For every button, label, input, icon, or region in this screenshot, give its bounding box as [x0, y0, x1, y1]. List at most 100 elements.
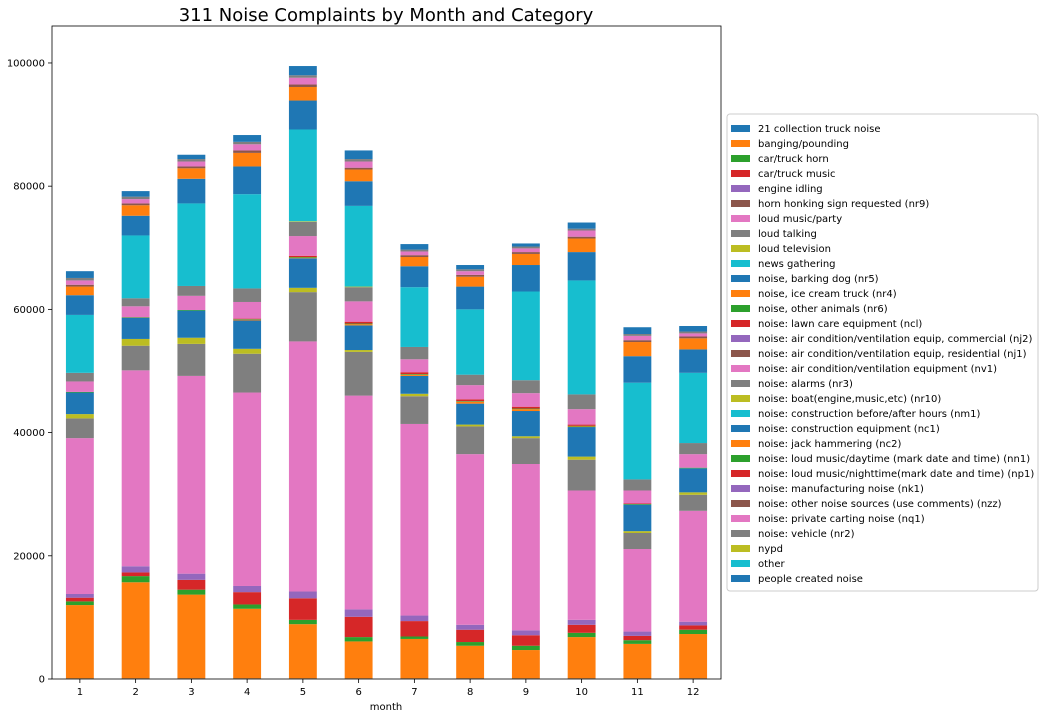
legend-swatch: [731, 425, 750, 432]
legend-label: noise: boat(engine,music,etc) (nr10): [758, 394, 941, 405]
bar-segment: [511, 248, 540, 253]
bar-segment: [511, 406, 540, 409]
bar-segment: [511, 393, 540, 407]
bar-segment: [65, 597, 94, 602]
bar-segment: [567, 456, 596, 460]
bar-segment: [233, 301, 262, 319]
x-tick-label: 3: [188, 687, 194, 698]
legend-swatch: [731, 395, 750, 402]
bar-segment: [288, 66, 317, 76]
bar-segment: [177, 168, 206, 179]
bar-segment: [456, 642, 485, 646]
legend-label: noise: air condition/ventilation equip, …: [758, 349, 1027, 360]
bar-segment: [400, 374, 429, 376]
bar-segment: [567, 426, 596, 428]
bar-segment: [121, 298, 150, 307]
bar-segment: [456, 271, 485, 275]
bar-segment: [511, 635, 540, 646]
bar-segment: [288, 619, 317, 625]
bar-segment: [456, 286, 485, 310]
legend-swatch: [731, 575, 750, 582]
x-tick-label: 1: [77, 687, 83, 698]
bar-segment: [233, 608, 262, 679]
bar-segment: [679, 621, 708, 626]
legend-swatch: [731, 560, 750, 567]
bar-segment: [456, 401, 485, 404]
bar-segment: [344, 609, 373, 617]
bar-segment: [288, 257, 317, 259]
bar-segment: [400, 621, 429, 637]
bar-segment: [400, 251, 429, 256]
bar-segment: [233, 135, 262, 142]
bar-segment: [177, 589, 206, 595]
bar-segment: [511, 380, 540, 394]
bar-segment: [567, 236, 596, 239]
bar-segment: [344, 159, 373, 162]
legend-label: loud music/party: [758, 214, 842, 225]
legend-label: car/truck music: [758, 169, 836, 180]
legend-label: noise, barking dog (nr5): [758, 274, 879, 285]
legend-swatch: [731, 515, 750, 522]
bar-segment: [121, 582, 150, 679]
bar-segment: [623, 631, 652, 636]
bar-segment: [65, 286, 94, 296]
bar-segment: [288, 287, 317, 293]
x-tick-label: 5: [300, 687, 306, 698]
y-tick-label: 100000: [7, 58, 45, 69]
bar-segment: [623, 635, 652, 641]
bar-segment: [344, 169, 373, 182]
legend-label: noise, ice cream truck (nr4): [758, 289, 897, 300]
bar-segment: [456, 454, 485, 625]
bar-segment: [400, 393, 429, 397]
bar-segment: [511, 246, 540, 249]
bar-segment: [679, 634, 708, 679]
bar-segment: [344, 301, 373, 322]
legend-label: news gathering: [758, 259, 836, 270]
legend-label: nypd: [758, 544, 783, 555]
bar-segment: [177, 295, 206, 310]
legend-swatch: [731, 170, 750, 177]
bar-segment: [344, 321, 373, 324]
bar-segment: [679, 333, 708, 337]
bar-segment: [623, 356, 652, 383]
bar-segment: [623, 504, 652, 505]
bar-segment: [344, 181, 373, 206]
bar-segment: [456, 385, 485, 400]
bar-segment: [65, 601, 94, 606]
bar-segment: [567, 490, 596, 620]
bar-segment: [400, 266, 429, 288]
bar-segment: [233, 392, 262, 586]
bar-segment: [400, 638, 429, 679]
bar-segment: [567, 632, 596, 638]
legend-label: noise: loud music/daytime (mark date and…: [758, 454, 1030, 465]
bar-segment: [233, 348, 262, 354]
bar-segment: [567, 637, 596, 679]
bar-segment: [400, 636, 429, 639]
bar-segment: [121, 318, 150, 339]
bar-segment: [456, 645, 485, 679]
bar-segment: [65, 605, 94, 679]
bar-segment: [511, 650, 540, 679]
x-tick-label: 12: [687, 687, 700, 698]
legend-swatch: [731, 410, 750, 417]
bar-segment: [623, 533, 652, 550]
bar-segment: [344, 323, 373, 325]
bar-segment: [511, 409, 540, 412]
bar-segment: [679, 454, 708, 468]
bar-segment: [623, 334, 652, 336]
x-axis-label: month: [370, 702, 402, 713]
bar-segment: [121, 317, 150, 319]
bar-segment: [511, 436, 540, 439]
bar-segment: [344, 286, 373, 288]
bar-segment: [233, 592, 262, 605]
legend-swatch: [731, 245, 750, 252]
bar-segment: [233, 320, 262, 349]
x-tick-label: 2: [132, 687, 138, 698]
bar-segment: [233, 318, 262, 320]
bar-segment: [456, 269, 485, 272]
bar-segment: [65, 418, 94, 439]
bar-segment: [567, 619, 596, 625]
bar-segment: [679, 510, 708, 622]
bar-segment: [121, 205, 150, 216]
